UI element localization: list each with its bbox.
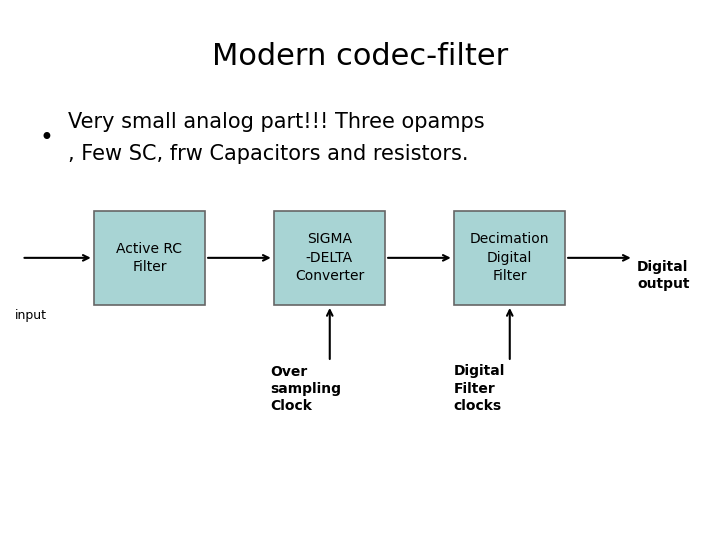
Text: Modern codec-filter: Modern codec-filter [212, 42, 508, 71]
Text: , Few SC, frw Capacitors and resistors.: , Few SC, frw Capacitors and resistors. [68, 144, 469, 164]
Text: Over
sampling
Clock: Over sampling Clock [270, 364, 341, 413]
Text: Decimation
Digital
Filter: Decimation Digital Filter [469, 232, 549, 284]
Text: SIGMA
-DELTA
Converter: SIGMA -DELTA Converter [294, 232, 364, 284]
FancyBboxPatch shape [274, 211, 385, 305]
Text: •: • [40, 126, 53, 150]
Text: Digital
Filter
clocks: Digital Filter clocks [454, 364, 505, 413]
Text: Digital
output: Digital output [637, 260, 690, 291]
Text: Active RC
Filter: Active RC Filter [117, 242, 182, 274]
Text: input: input [15, 309, 47, 322]
FancyBboxPatch shape [94, 211, 205, 305]
Text: Very small analog part!!! Three opamps: Very small analog part!!! Three opamps [68, 111, 485, 132]
FancyBboxPatch shape [454, 211, 565, 305]
